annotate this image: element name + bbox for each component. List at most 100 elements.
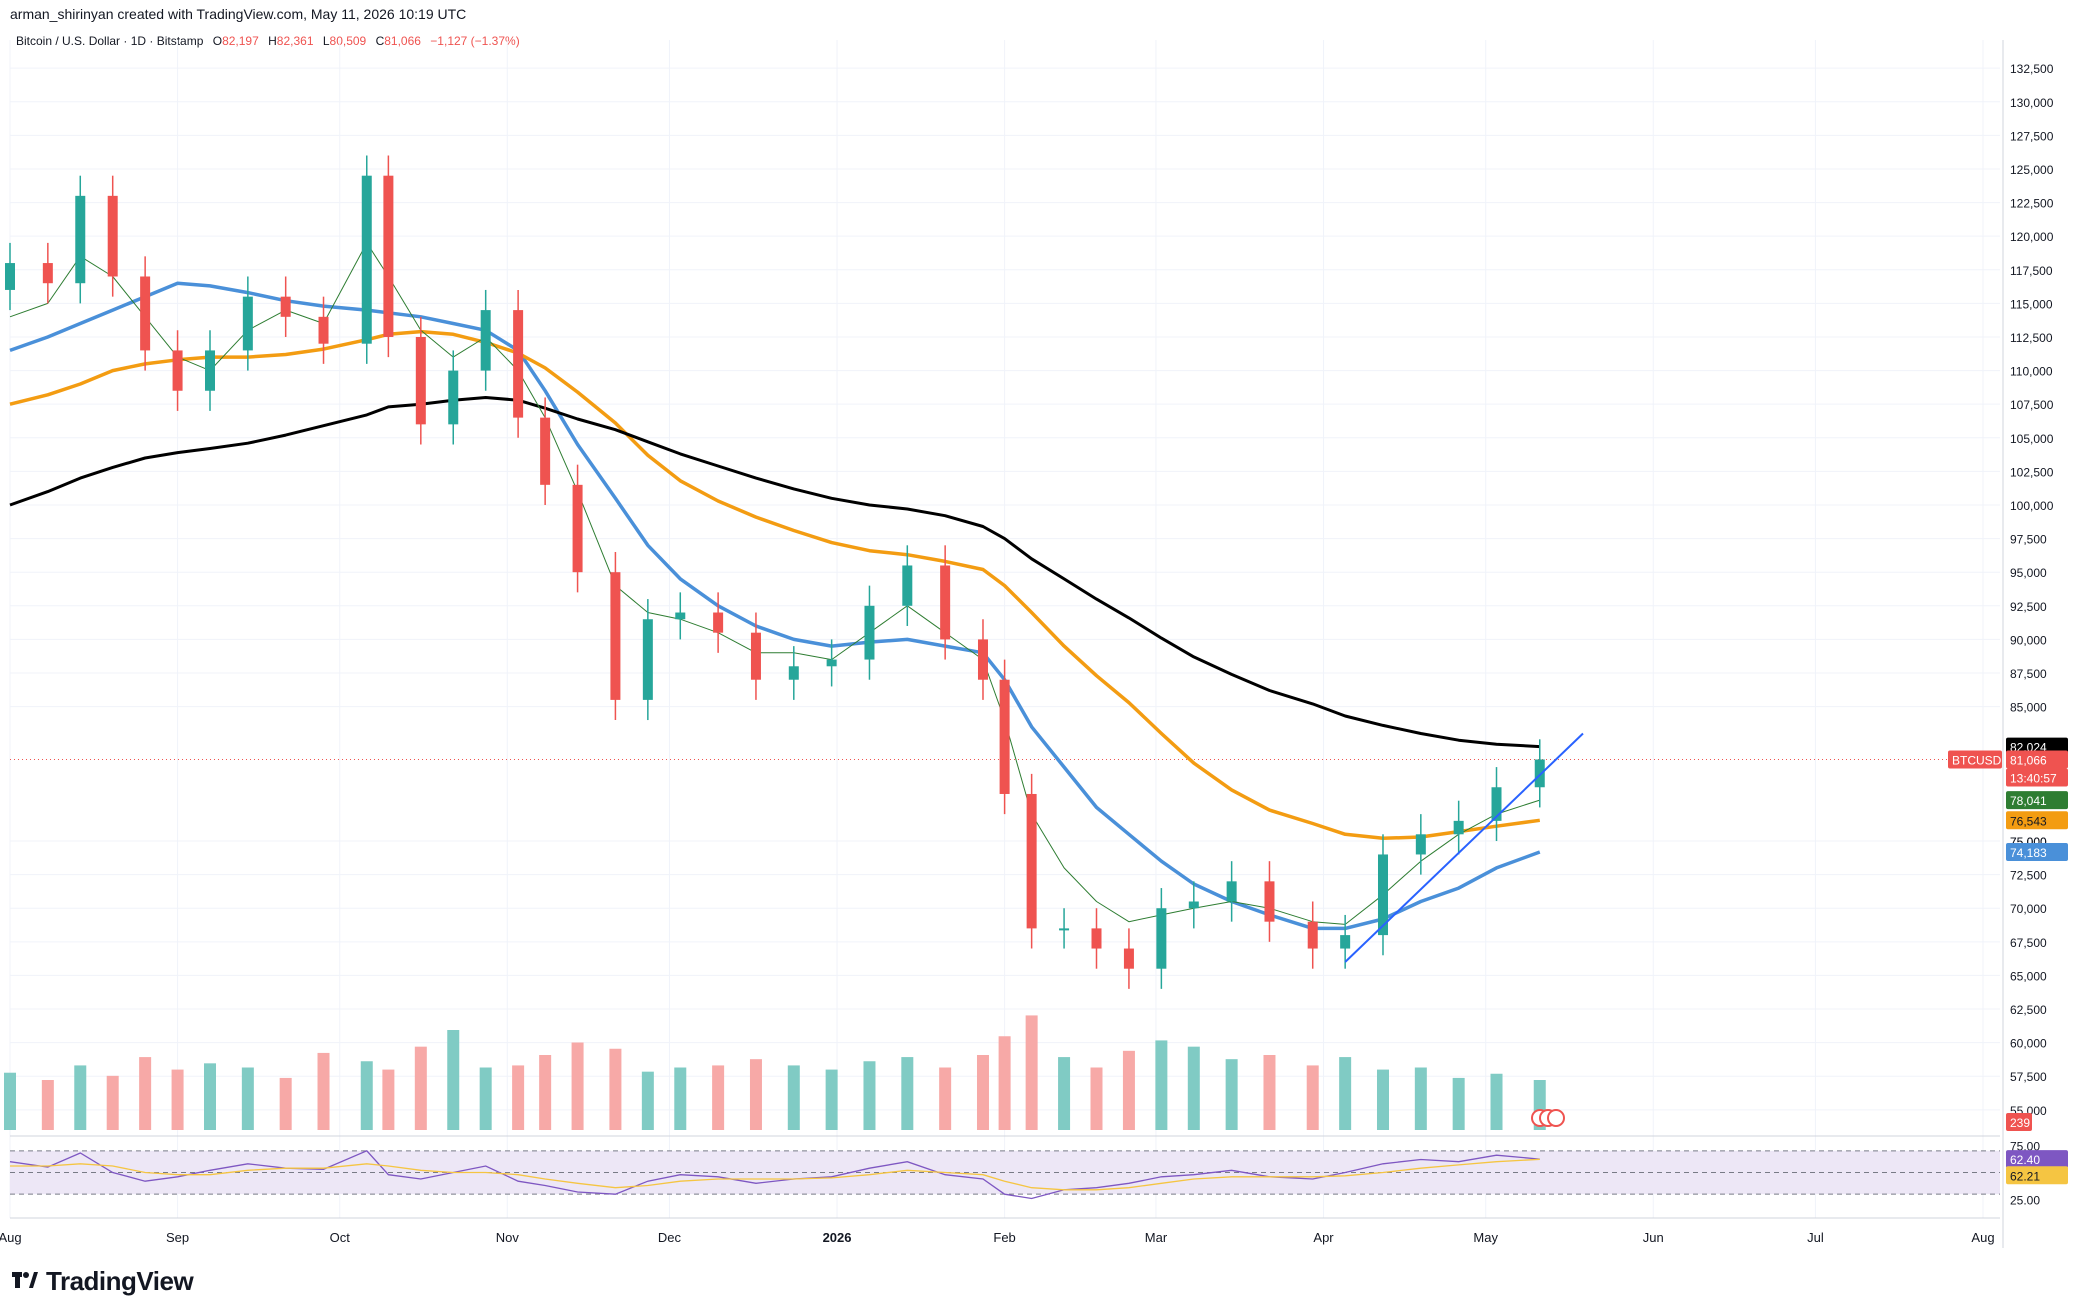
ascending-trendline bbox=[1344, 732, 1584, 963]
rsi-ma-value-tag: 62.21 bbox=[2010, 1169, 2040, 1183]
volume-bar bbox=[571, 1042, 584, 1130]
volume-bar bbox=[825, 1069, 838, 1130]
y-tick-label: 125,000 bbox=[2010, 163, 2054, 177]
x-tick-label: May bbox=[1473, 1230, 1498, 1245]
candle-body bbox=[864, 605, 875, 660]
volume-bar bbox=[1090, 1067, 1103, 1130]
y-tick-label: 97,500 bbox=[2010, 533, 2047, 547]
volume-bar bbox=[863, 1061, 876, 1130]
close-label: C bbox=[375, 34, 385, 48]
x-tick-label: Mar bbox=[1145, 1230, 1168, 1245]
candle-body bbox=[1307, 921, 1318, 949]
price-tags: 82,02481,06613:40:57BTCUSD78,04176,54374… bbox=[1531, 737, 2068, 1185]
volume-bar bbox=[360, 1061, 373, 1130]
volume-bar bbox=[641, 1071, 654, 1130]
ma-orange-line bbox=[9, 329, 1541, 841]
volume-bar bbox=[106, 1075, 119, 1130]
volume-bar bbox=[241, 1067, 254, 1130]
candle-body bbox=[610, 572, 621, 700]
y-tick-label: 130,000 bbox=[2010, 96, 2054, 110]
y-tick-label: 115,000 bbox=[2010, 297, 2053, 311]
open-label: O bbox=[212, 34, 223, 48]
candle-body bbox=[318, 316, 329, 344]
tradingview-logo[interactable]: TradingView bbox=[12, 1266, 194, 1297]
x-tick-label: Aug bbox=[1971, 1230, 1994, 1245]
candle-body bbox=[1340, 935, 1351, 949]
y-tick-label: 107,500 bbox=[2010, 398, 2054, 412]
ma-orange-value-tag-bg bbox=[2006, 811, 2068, 830]
volume-bar bbox=[139, 1057, 152, 1130]
volume-bar bbox=[1225, 1059, 1238, 1130]
x-tick-label: 2026 bbox=[823, 1230, 852, 1245]
y-tick-label: 92,500 bbox=[2010, 600, 2047, 614]
y-tick-label: 117,500 bbox=[2010, 264, 2053, 278]
ma-green-value-tag-bg bbox=[2006, 791, 2068, 810]
volume-bar bbox=[998, 1036, 1011, 1130]
volume-bar bbox=[1452, 1077, 1465, 1130]
y-tick-label: 57,500 bbox=[2010, 1070, 2047, 1084]
symbol-price-tag: BTCUSD bbox=[1952, 753, 2002, 767]
symbol-name[interactable]: Bitcoin / U.S. Dollar · 1D · Bitstamp bbox=[16, 34, 204, 48]
candle-body bbox=[826, 659, 837, 667]
y-tick-label: 122,500 bbox=[2010, 197, 2054, 211]
volume-bar bbox=[976, 1055, 989, 1130]
candle-body bbox=[1226, 881, 1237, 902]
candle-body bbox=[788, 666, 799, 680]
x-tick-label: Apr bbox=[1313, 1230, 1334, 1245]
candle-body bbox=[1123, 948, 1134, 969]
candle-body bbox=[242, 296, 253, 351]
symbol-price-tag-bg bbox=[1948, 750, 2002, 769]
volume-bar bbox=[204, 1063, 217, 1130]
volume-bar bbox=[512, 1065, 525, 1130]
volume-bar bbox=[447, 1030, 460, 1130]
high-label: H bbox=[268, 34, 277, 48]
y-tick-label: 62,500 bbox=[2010, 1003, 2047, 1017]
volume-bar bbox=[171, 1069, 184, 1130]
volume-bar bbox=[1025, 1015, 1038, 1130]
candle-body bbox=[480, 310, 491, 371]
x-tick-label: Feb bbox=[993, 1230, 1015, 1245]
volume-bar bbox=[787, 1065, 800, 1130]
candle-body bbox=[902, 565, 913, 606]
ma-blue-value-tag-bg bbox=[2006, 842, 2068, 861]
candle-body bbox=[642, 619, 653, 700]
volume-bar bbox=[74, 1065, 87, 1130]
volume-bar bbox=[41, 1080, 54, 1130]
countdown-tag: 13:40:57 bbox=[2010, 771, 2057, 785]
trendline[interactable] bbox=[1344, 732, 1584, 963]
last-price-tag-bg bbox=[2006, 750, 2068, 769]
candle-body bbox=[205, 350, 216, 391]
high-value: 82,361 bbox=[276, 34, 314, 48]
rsi-value-tag: 62.40 bbox=[2010, 1153, 2040, 1167]
x-tick-label: Jul bbox=[1807, 1230, 1824, 1245]
publish-credit: arman_shirinyan created with TradingView… bbox=[10, 6, 467, 22]
candle-body bbox=[750, 632, 761, 680]
y-tick-label: 132,500 bbox=[2010, 62, 2054, 76]
candle-body bbox=[1091, 928, 1102, 949]
candle-body bbox=[172, 350, 183, 391]
low-value: 80,509 bbox=[329, 34, 367, 48]
countdown-tag-bg bbox=[2006, 768, 2068, 787]
candle-body bbox=[107, 195, 118, 277]
volume-bar bbox=[1490, 1073, 1503, 1130]
y-tick-label: 105,000 bbox=[2010, 432, 2054, 446]
volume-value-tag: 239 bbox=[2010, 1116, 2030, 1130]
volume-bar bbox=[317, 1052, 330, 1130]
y-tick-label: 60,000 bbox=[2010, 1037, 2047, 1051]
candle-body bbox=[999, 679, 1010, 794]
volume-bar bbox=[749, 1059, 762, 1130]
candle-body bbox=[448, 370, 459, 425]
candle-body bbox=[5, 263, 15, 290]
candle-body bbox=[675, 612, 686, 620]
volume-bar bbox=[1122, 1050, 1135, 1130]
volume-bar bbox=[674, 1067, 687, 1130]
moving-averages bbox=[9, 242, 1541, 931]
candle-body bbox=[572, 484, 583, 573]
volume-value-tag-bg bbox=[2006, 1113, 2032, 1131]
candle-body bbox=[1156, 908, 1167, 969]
x-tick-label: Sep bbox=[166, 1230, 189, 1245]
y-tick-label: 100,000 bbox=[2010, 499, 2054, 513]
candle-body bbox=[1491, 787, 1502, 821]
candle-body bbox=[540, 417, 551, 485]
